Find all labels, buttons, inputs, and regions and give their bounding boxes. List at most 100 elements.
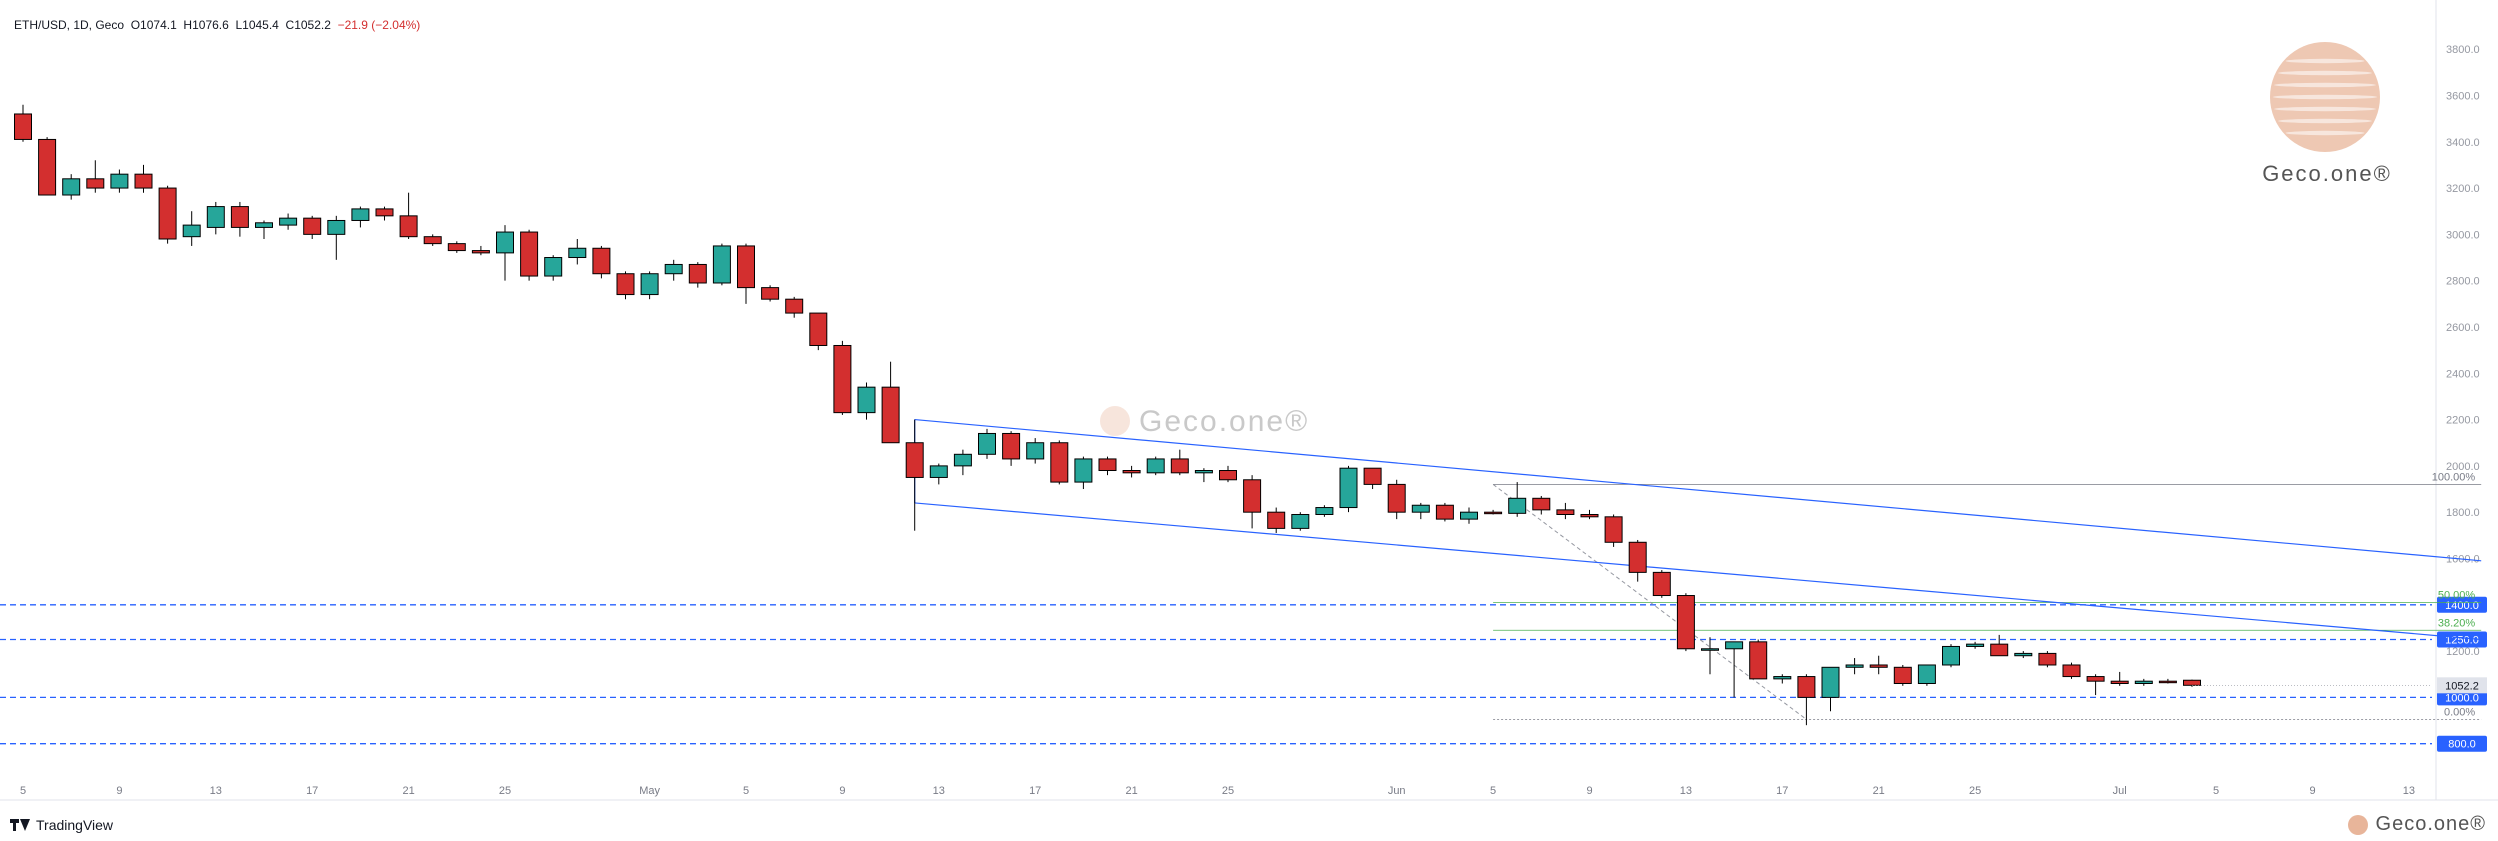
candle-body [1676, 595, 1695, 650]
x-tick-label: Jun [1388, 785, 1406, 797]
candle-body [2183, 679, 2201, 686]
candle-body [230, 206, 249, 228]
fib-level-label: 100.00% [2432, 471, 2476, 483]
candle-body [303, 217, 322, 235]
geco-mini-logo-icon [2347, 814, 2368, 835]
candle-body [1074, 458, 1093, 483]
price-level-label: 1000.0 [2445, 692, 2479, 704]
candle-body [544, 257, 563, 277]
candle-body [857, 386, 876, 414]
candle-body [86, 178, 105, 189]
fib-level-label: 0.00% [2444, 706, 2475, 718]
geco-logo-stripe [2274, 106, 2376, 112]
x-tick-label: 13 [2403, 785, 2415, 797]
candle-body [2134, 680, 2153, 685]
candle-body [1387, 483, 1406, 513]
y-tick-label: 2600.0 [2446, 322, 2480, 334]
candle-body [616, 273, 635, 296]
candle-body [1219, 470, 1237, 481]
candle-body [1122, 470, 1141, 474]
candle-body [761, 287, 780, 300]
geco-brand-text: Geco.one® [2262, 161, 2392, 186]
tradingview-attribution[interactable]: TradingView [10, 817, 113, 833]
open-value: 1074.1 [140, 18, 177, 32]
y-tick-label: 2400.0 [2446, 368, 2480, 380]
candle-body [447, 243, 466, 252]
change-value: −21.9 (−2.04%) [337, 18, 421, 32]
candle-body [688, 263, 707, 284]
candle-body [1339, 467, 1358, 509]
channel-lower-line[interactable] [914, 502, 2482, 641]
candle-body [134, 173, 153, 189]
candle-body [833, 344, 852, 414]
geco-logo-stripe [2285, 58, 2365, 64]
candle-body [905, 442, 924, 478]
candle-body [1435, 504, 1454, 520]
x-tick-label: 21 [402, 785, 414, 797]
x-tick-label: 5 [1490, 785, 1496, 797]
low-label: L [235, 18, 243, 32]
x-tick-label: May [639, 785, 660, 797]
candle-body [1725, 641, 1744, 650]
candle-body [471, 250, 490, 254]
candle-body [1773, 676, 1792, 680]
x-tick-label: 9 [116, 785, 122, 797]
x-tick-label: Jul [2113, 785, 2127, 797]
channel-upper-line[interactable] [914, 418, 2482, 562]
candle-body [1749, 641, 1768, 680]
price-level-tag [2437, 631, 2487, 648]
candle-body [1050, 442, 1069, 483]
candle-body [2038, 652, 2057, 666]
candle-body [1580, 513, 1599, 518]
x-tick-label: 13 [1680, 785, 1692, 797]
candle-body [496, 231, 514, 254]
candle-body [929, 465, 948, 478]
candle-body [351, 208, 370, 221]
x-tick-label: 17 [1029, 785, 1041, 797]
y-tick-label: 2800.0 [2446, 276, 2480, 288]
x-tick-label: 13 [210, 785, 222, 797]
x-tick-label: 17 [306, 785, 318, 797]
candle-body [1002, 432, 1021, 460]
candle-body [1821, 666, 1840, 698]
y-tick-label: 3400.0 [2446, 137, 2480, 149]
candle-body [255, 222, 273, 228]
candle-body [158, 187, 177, 240]
candle-body [712, 245, 731, 284]
close-value: 1052.2 [294, 18, 331, 32]
candle-body [1243, 479, 1262, 513]
candle-body [809, 312, 828, 346]
x-tick-label: 21 [1873, 785, 1885, 797]
tradingview-logo-icon [10, 819, 30, 831]
candle-body [953, 453, 972, 467]
last-price-tag [2437, 677, 2487, 694]
y-tick-label: 3800.0 [2446, 44, 2480, 56]
candle-body [737, 245, 755, 289]
candle-body [664, 263, 683, 275]
x-tick-label: 17 [1776, 785, 1788, 797]
x-tick-label: 25 [1222, 785, 1234, 797]
candle-body [1917, 664, 1936, 685]
candle-body [1315, 507, 1334, 515]
candle-body [62, 178, 81, 196]
candle-body [38, 138, 57, 196]
price-level-tag [2437, 596, 2487, 613]
x-tick-label: 13 [933, 785, 945, 797]
y-tick-label: 3000.0 [2446, 229, 2480, 241]
fib-trend-line [1492, 484, 1807, 720]
candle-body [1893, 666, 1912, 685]
candle-body [399, 215, 418, 238]
last-price-label: 1052.2 [2445, 680, 2479, 692]
candle-body [1146, 458, 1165, 474]
candle-body [881, 386, 900, 444]
candle-body [1701, 648, 1719, 651]
price-level-tag [2437, 735, 2487, 752]
candle-body [1990, 643, 2009, 657]
watermark-text: Geco.one® [1139, 405, 1309, 438]
price-level-label: 800.0 [2448, 739, 2476, 751]
y-tick-label: 2200.0 [2446, 415, 2480, 427]
y-tick-label: 3600.0 [2446, 90, 2480, 102]
candle-body [1363, 467, 1382, 485]
watermark-logo-icon [1100, 406, 1130, 436]
